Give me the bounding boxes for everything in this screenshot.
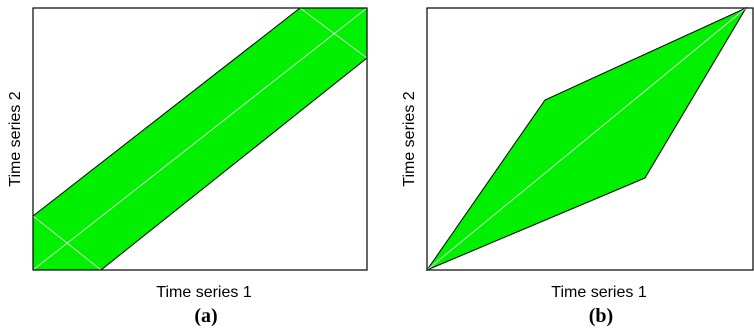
panel-a-corner-line-bottom bbox=[32, 215, 102, 271]
panel-b-label: (b) bbox=[589, 305, 613, 327]
panel-b-xlabel: Time series 1 bbox=[551, 284, 647, 301]
panel-b: Time series 1 Time series 2 (b) bbox=[401, 6, 754, 327]
panel-b-ylabel: Time series 2 bbox=[401, 91, 418, 187]
panel-a-corner-line-top bbox=[299, 7, 368, 59]
panel-b-diagonal bbox=[426, 7, 747, 271]
panel-a-xlabel: Time series 1 bbox=[156, 284, 252, 301]
panel-a-label: (a) bbox=[194, 305, 217, 327]
panel-a-frame bbox=[32, 7, 368, 271]
panel-b-frame bbox=[426, 7, 754, 271]
panel-a-diagonal bbox=[32, 7, 368, 271]
panel-a-ylabel: Time series 2 bbox=[7, 91, 24, 187]
panel-a: Time series 1 Time series 2 (a) bbox=[7, 7, 368, 327]
